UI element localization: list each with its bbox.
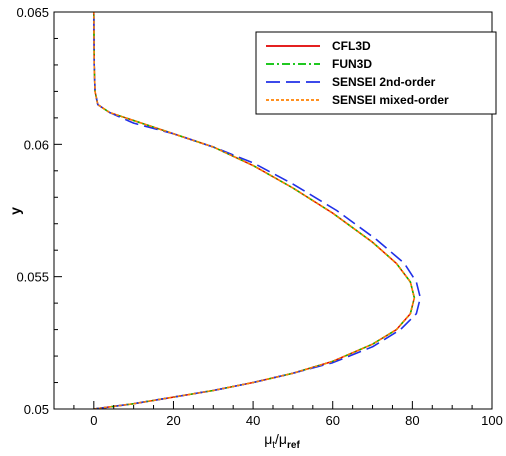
legend-label: CFL3D [332, 39, 371, 53]
x-tick-label: 60 [325, 413, 339, 428]
y-tick-label: 0.06 [24, 137, 49, 152]
y-tick-label: 0.05 [24, 402, 49, 417]
x-tick-label: 100 [481, 413, 503, 428]
x-tick-label: 0 [90, 413, 97, 428]
x-tick-label: 20 [166, 413, 180, 428]
legend-label: SENSEI mixed-order [332, 93, 449, 107]
x-tick-label: 80 [405, 413, 419, 428]
legend: CFL3D FUN3D SENSEI 2nd-order SENSEI mixed-o… [255, 31, 497, 115]
legend-label: FUN3D [332, 57, 372, 71]
x-axis-label: μt/μref [264, 431, 300, 451]
legend-label: SENSEI 2nd-order [332, 75, 436, 89]
y-axis-label: y [7, 207, 23, 215]
y-tick-label: 0.065 [16, 5, 49, 20]
x-tick-label: 40 [246, 413, 260, 428]
y-tick-label: 0.055 [16, 270, 49, 285]
series-line-3 [93, 12, 416, 409]
